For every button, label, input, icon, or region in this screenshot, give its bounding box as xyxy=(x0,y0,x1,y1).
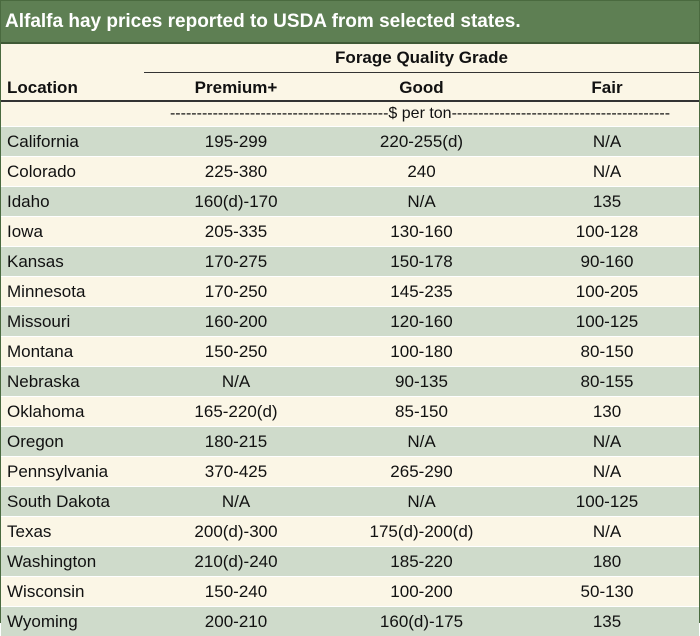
table-body: California 195-299 220-255(d) N/A Colorado 22… xyxy=(1,126,699,636)
table-row: Idaho 160(d)-170 N/A 135 xyxy=(1,186,699,216)
good-cell: 130-160 xyxy=(390,222,453,241)
location-cell: Texas xyxy=(7,522,52,541)
good-cell: N/A xyxy=(407,492,436,511)
table-row: Wyoming 200-210 160(d)-175 135 xyxy=(1,606,699,636)
good-cell: 100-200 xyxy=(390,582,453,601)
premium-cell: 370-425 xyxy=(204,462,268,481)
good-cell: 90-135 xyxy=(395,372,448,391)
location-cell: Wisconsin xyxy=(7,582,85,601)
table-row: South Dakota N/A N/A 100-125 xyxy=(1,486,699,516)
table-row: Kansas 170-275 150-178 90-160 xyxy=(1,246,699,276)
table-header: Forage Quality Grade Location Premium+ G… xyxy=(1,44,699,102)
table-row: Montana 150-250 100-180 80-150 xyxy=(1,336,699,366)
premium-cell: 225-380 xyxy=(204,162,268,181)
fair-cell: N/A xyxy=(592,132,622,151)
fair-cell: 50-130 xyxy=(580,582,634,601)
good-cell: 85-150 xyxy=(395,402,448,421)
fair-cell: 100-205 xyxy=(575,282,639,301)
fair-cell: 135 xyxy=(592,612,622,631)
premium-cell: 200-210 xyxy=(204,612,268,631)
good-cell: 220-255(d) xyxy=(379,132,464,151)
fair-cell: N/A xyxy=(592,432,622,451)
premium-cell: 200(d)-300 xyxy=(194,522,278,541)
location-cell: Pennsylvania xyxy=(7,462,109,481)
table-row: Wisconsin 150-240 100-200 50-130 xyxy=(1,576,699,606)
location-cell: Iowa xyxy=(7,222,43,241)
good-cell: 240 xyxy=(407,162,436,181)
location-column-header: Location xyxy=(7,78,78,97)
premium-cell: 170-275 xyxy=(204,252,268,271)
good-cell: N/A xyxy=(407,192,436,211)
table-row: California 195-299 220-255(d) N/A xyxy=(1,126,699,156)
fair-cell: 90-160 xyxy=(580,252,634,271)
header-divider xyxy=(1,100,699,102)
premium-cell: N/A xyxy=(221,372,251,391)
unit-label: ----------------------------------------… xyxy=(1,102,699,126)
table-row: Oklahoma 165-220(d) 85-150 130 xyxy=(1,396,699,426)
fair-cell: 180 xyxy=(592,552,622,571)
table-title: Alfalfa hay prices reported to USDA from… xyxy=(1,1,699,44)
location-cell: Oregon xyxy=(7,432,64,451)
fair-cell: 100-125 xyxy=(575,312,639,331)
location-cell: South Dakota xyxy=(7,492,111,511)
premium-cell: N/A xyxy=(221,492,251,511)
location-cell: Kansas xyxy=(7,252,64,271)
good-cell: 145-235 xyxy=(390,282,453,301)
good-cell: 185-220 xyxy=(390,552,453,571)
location-cell: Colorado xyxy=(7,162,76,181)
grade-divider xyxy=(144,72,699,73)
good-cell: N/A xyxy=(407,432,436,451)
fair-cell: 80-155 xyxy=(580,372,634,391)
table-row: Oregon 180-215 N/A N/A xyxy=(1,426,699,456)
location-cell: Montana xyxy=(7,342,74,361)
premium-cell: 160-200 xyxy=(204,312,268,331)
good-cell: 150-178 xyxy=(390,252,453,271)
fair-cell: N/A xyxy=(592,522,622,541)
location-cell: California xyxy=(7,132,79,151)
fair-cell: 135 xyxy=(592,192,622,211)
fair-cell: 80-150 xyxy=(580,342,634,361)
premium-cell: 170-250 xyxy=(204,282,268,301)
good-cell: 175(d)-200(d) xyxy=(369,522,474,541)
good-cell: 265-290 xyxy=(390,462,453,481)
location-cell: Minnesota xyxy=(7,282,86,301)
premium-cell: 180-215 xyxy=(204,432,268,451)
location-cell: Idaho xyxy=(7,192,50,211)
premium-cell: 150-240 xyxy=(204,582,268,601)
fair-cell: 100-125 xyxy=(575,492,639,511)
location-cell: Wyoming xyxy=(7,612,78,631)
premium-cell: 150-250 xyxy=(204,342,268,361)
fair-cell: N/A xyxy=(592,162,622,181)
fair-cell: N/A xyxy=(592,462,622,481)
premium-cell: 160(d)-170 xyxy=(194,192,278,211)
grade-group-header: Forage Quality Grade xyxy=(335,48,508,67)
location-cell: Washington xyxy=(7,552,97,571)
location-cell: Oklahoma xyxy=(7,402,85,421)
table-row: Colorado 225-380 240 N/A xyxy=(1,156,699,186)
location-cell: Nebraska xyxy=(7,372,80,391)
premium-column-header: Premium+ xyxy=(194,78,278,97)
premium-cell: 210(d)-240 xyxy=(194,552,278,571)
fair-cell: 100-128 xyxy=(575,222,639,241)
location-cell: Missouri xyxy=(7,312,71,331)
premium-cell: 205-335 xyxy=(204,222,268,241)
table-row: Minnesota 170-250 145-235 100-205 xyxy=(1,276,699,306)
good-cell: 120-160 xyxy=(390,312,453,331)
premium-cell: 165-220(d) xyxy=(194,402,278,421)
table-row: Nebraska N/A 90-135 80-155 xyxy=(1,366,699,396)
table-row: Washington 210(d)-240 185-220 180 xyxy=(1,546,699,576)
table-row: Pennsylvania 370-425 265-290 N/A xyxy=(1,456,699,486)
premium-cell: 195-299 xyxy=(204,132,268,151)
good-cell: 100-180 xyxy=(390,342,453,361)
fair-cell: 130 xyxy=(592,402,622,421)
good-cell: 160(d)-175 xyxy=(379,612,464,631)
table-row: Iowa 205-335 130-160 100-128 xyxy=(1,216,699,246)
fair-column-header: Fair xyxy=(591,78,623,97)
good-column-header: Good xyxy=(399,78,444,97)
table-row: Texas 200(d)-300 175(d)-200(d) N/A xyxy=(1,516,699,546)
table-row: Missouri 160-200 120-160 100-125 xyxy=(1,306,699,336)
